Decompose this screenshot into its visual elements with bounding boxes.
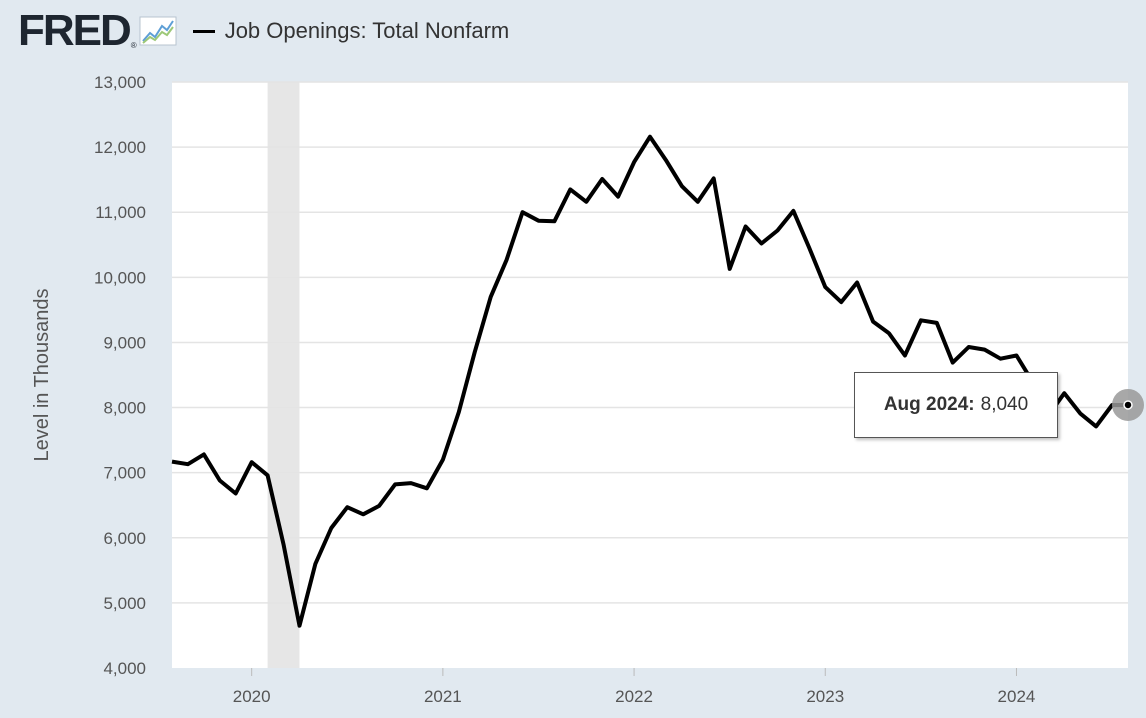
line-chart-icon <box>139 16 177 46</box>
y-axis-ticks: 4,000 5,000 6,000 7,000 8,000 9,000 10,000 11,0… <box>94 73 146 678</box>
tooltip-date: Aug 2024: <box>883 394 975 415</box>
hover-dot <box>1123 400 1133 410</box>
legend-label: Job Openings: Total Nonfarm <box>224 18 510 43</box>
y-tick-label: 10,000 <box>94 268 146 287</box>
series-line[interactable] <box>171 134 1128 628</box>
y-tick-label: 6,000 <box>103 529 146 548</box>
y-tick-label: 5,000 <box>103 594 146 613</box>
data-tooltip: Aug 2024: 8,040 <box>854 372 1058 438</box>
tooltip-value: 8,040 <box>980 394 1029 415</box>
legend-swatch <box>192 29 215 33</box>
x-tick-label: 2020 <box>233 687 271 706</box>
legend: Job Openings: Total Nonfarm <box>192 18 510 44</box>
y-tick-label: 7,000 <box>103 464 146 483</box>
recession-shading <box>267 82 300 668</box>
y-tick-label: 12,000 <box>94 138 146 157</box>
y-tick-label: 8,000 <box>103 399 146 418</box>
y-tick-label: 4,000 <box>103 659 146 678</box>
fred-logo[interactable]: FRED <box>18 6 132 55</box>
registered-mark: ® <box>130 41 137 50</box>
x-axis-ticks: 2020 2021 2022 2023 2024 <box>233 668 1036 706</box>
chart-header: FRED ® Job Openings: Total Nonfarm <box>18 6 509 56</box>
y-axis-title: Level in Thousands <box>31 288 53 461</box>
x-tick-label: 2024 <box>998 687 1036 706</box>
y-tick-label: 11,000 <box>95 203 146 222</box>
x-tick-label: 2023 <box>806 687 844 706</box>
y-tick-label: 13,000 <box>94 73 146 92</box>
hover-marker <box>1112 388 1144 421</box>
x-tick-label: 2022 <box>615 687 653 706</box>
gridlines <box>172 81 1128 604</box>
x-tick-label: 2021 <box>424 687 462 706</box>
y-tick-label: 9,000 <box>103 333 146 352</box>
